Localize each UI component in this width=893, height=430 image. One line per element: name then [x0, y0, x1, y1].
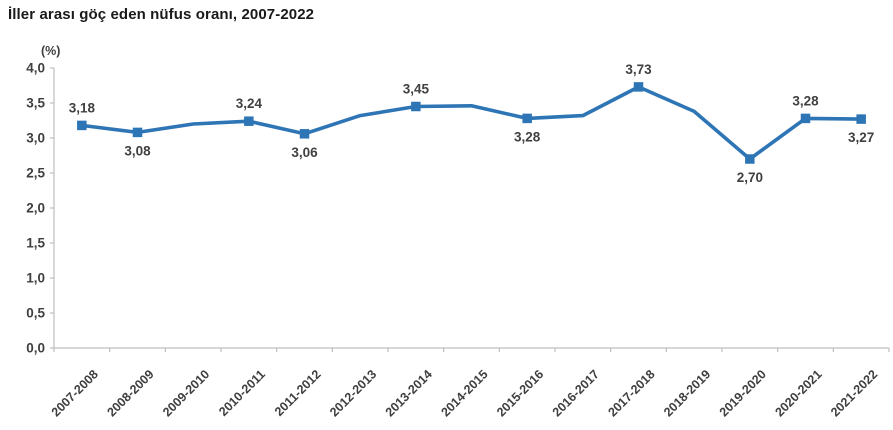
data-point-marker: [244, 116, 254, 126]
data-point-marker: [800, 113, 811, 124]
x-tick-label: 2014-2015: [438, 367, 490, 419]
x-tick-label: 2017-2018: [605, 367, 657, 419]
x-tick-label: 2012-2013: [327, 367, 379, 419]
data-point-marker: [633, 82, 644, 92]
data-point-label: 3,06: [291, 145, 318, 160]
data-point-label: 3,45: [403, 82, 430, 97]
data-point-label: 3,08: [124, 143, 151, 158]
x-tick-label: 2019-2020: [717, 367, 769, 419]
x-tick-label: 2020-2021: [772, 367, 824, 419]
x-tick-label: 2009-2010: [160, 367, 212, 419]
x-tick-label: 2016-2017: [550, 367, 602, 419]
y-tick-label: 1,0: [26, 271, 45, 286]
y-tick-label: 1,5: [26, 236, 45, 251]
data-point-marker: [522, 113, 532, 124]
x-tick-label: 2010-2011: [216, 367, 268, 419]
data-point-marker: [132, 127, 143, 138]
x-tick-label: 2015-2016: [494, 367, 546, 419]
y-axis-unit-label: (%): [41, 44, 61, 58]
data-point-marker: [411, 101, 421, 112]
data-point-marker: [77, 120, 87, 131]
data-point-label: 3,28: [792, 93, 819, 108]
y-tick-label: 4,0: [26, 61, 45, 76]
x-tick-label: 2018-2019: [661, 367, 713, 419]
data-point-label: 3,73: [625, 62, 652, 77]
x-tick-label: 2021-2022: [828, 367, 880, 419]
y-tick-label: 2,5: [26, 166, 45, 181]
y-tick-label: 3,5: [26, 96, 45, 111]
chart-title: İller arası göç eden nüfus oranı, 2007-2…: [8, 6, 315, 23]
data-point-label: 2,70: [737, 170, 763, 185]
y-tick-label: 3,0: [26, 131, 45, 146]
data-point-label: 3,28: [514, 129, 541, 144]
x-tick-label: 2013-2014: [383, 367, 435, 419]
data-point-label: 3,18: [69, 100, 96, 115]
x-tick-label: 2007-2008: [49, 367, 101, 419]
data-point-label: 3,24: [236, 96, 263, 111]
data-point-marker: [745, 154, 755, 164]
data-point-marker: [299, 129, 310, 139]
y-tick-label: 2,0: [26, 201, 45, 216]
x-tick-label: 2011-2012: [272, 367, 324, 419]
y-tick-label: 0,0: [26, 341, 45, 356]
x-tick-label: 2008-2009: [104, 367, 156, 419]
data-point-marker: [856, 114, 866, 124]
line-series: [80, 85, 863, 161]
y-tick-label: 0,5: [26, 306, 45, 321]
data-point-label: 3,27: [848, 130, 874, 145]
